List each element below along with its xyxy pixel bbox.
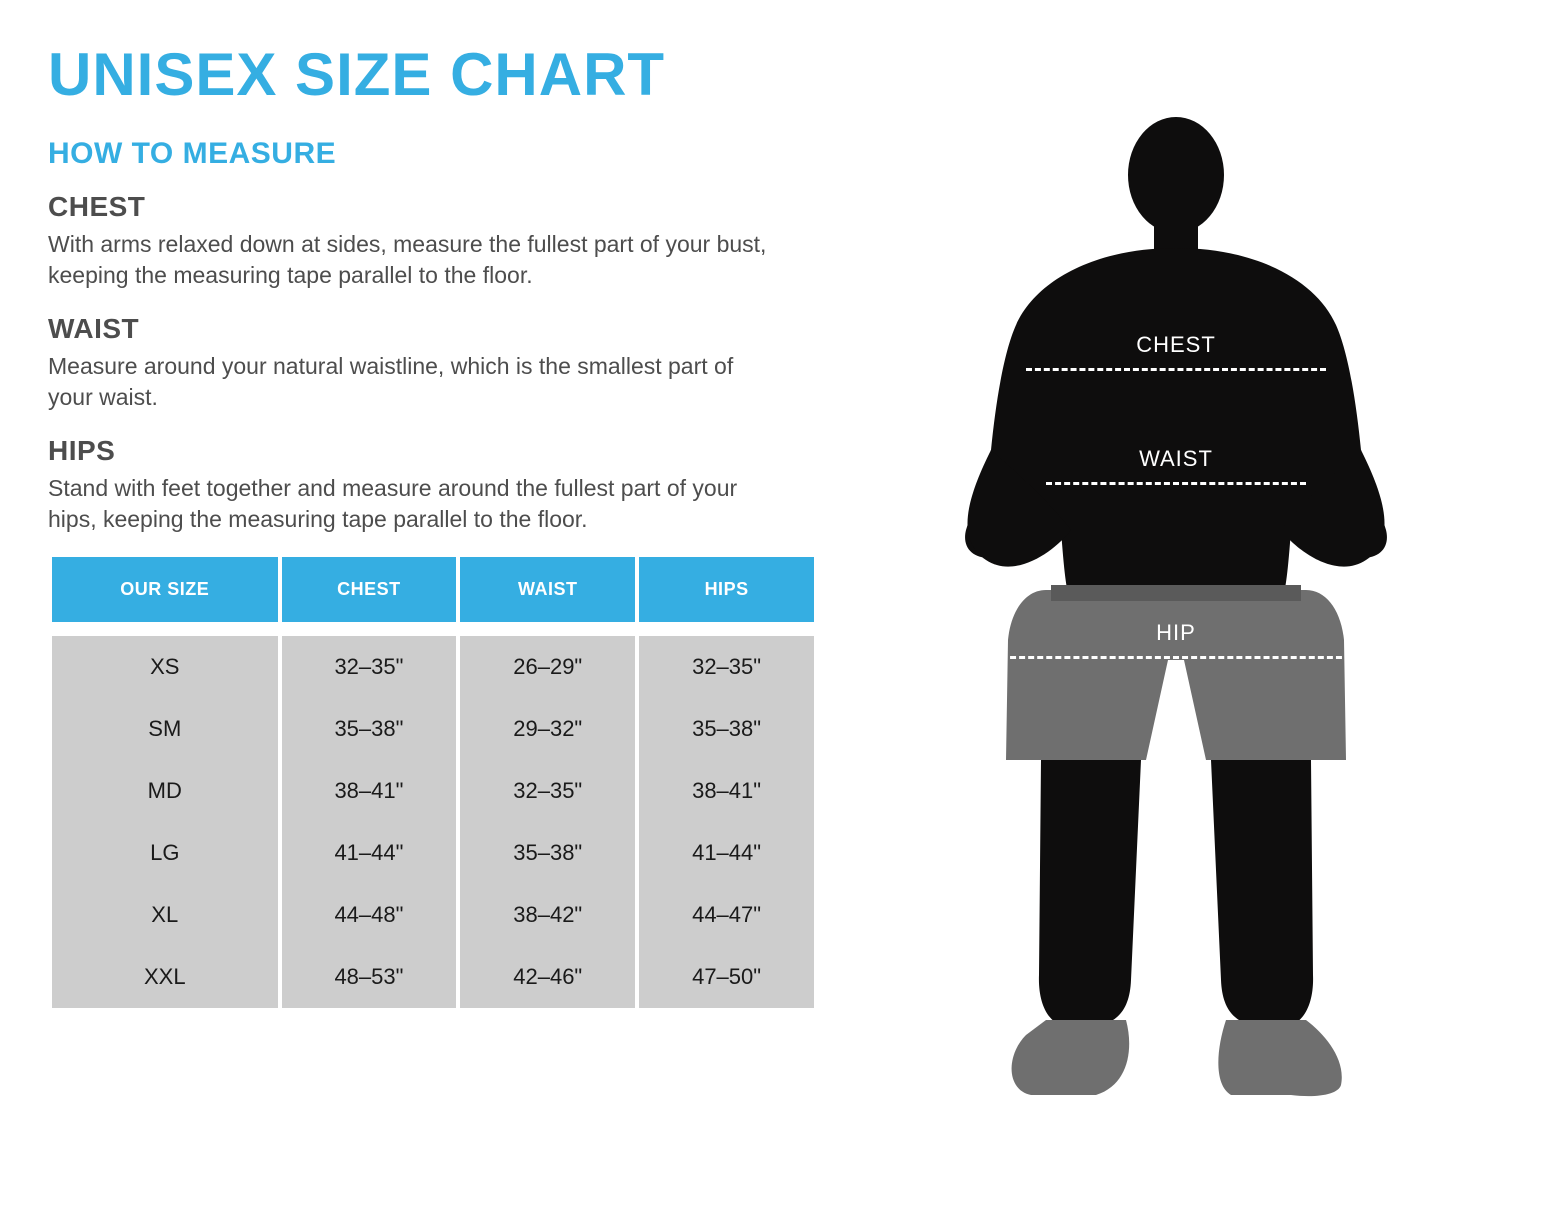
hips-heading: HIPS — [48, 435, 818, 467]
figure-line-hip — [1001, 656, 1351, 659]
table-row: XS 32–35" 26–29" 32–35" — [52, 636, 814, 698]
cell-size: MD — [52, 760, 278, 822]
cell-hips: 38–41" — [639, 760, 814, 822]
table-header-row: OUR SIZE CHEST WAIST HIPS — [52, 557, 814, 622]
cell-chest: 32–35" — [282, 636, 457, 698]
table-row: XL 44–48" 38–42" 44–47" — [52, 884, 814, 946]
col-our-size: OUR SIZE — [52, 557, 278, 622]
cell-size: XL — [52, 884, 278, 946]
cell-hips: 32–35" — [639, 636, 814, 698]
col-waist: WAIST — [460, 557, 635, 622]
waist-heading: WAIST — [48, 313, 818, 345]
cell-waist: 29–32" — [460, 698, 635, 760]
body-silhouette: CHEST WAIST HIP — [896, 100, 1456, 1140]
cell-waist: 32–35" — [460, 760, 635, 822]
how-to-measure-title: HOW TO MEASURE — [48, 137, 818, 171]
figure-line-waist — [1046, 482, 1306, 485]
waist-text: Measure around your natural waistline, w… — [48, 351, 768, 413]
page-title: UNISEX SIZE CHART — [48, 40, 818, 109]
hips-text: Stand with feet together and measure aro… — [48, 473, 768, 535]
table-row: SM 35–38" 29–32" 35–38" — [52, 698, 814, 760]
figure-label-waist: WAIST — [896, 446, 1456, 472]
cell-waist: 35–38" — [460, 822, 635, 884]
col-hips: HIPS — [639, 557, 814, 622]
figure-line-chest — [1026, 368, 1326, 371]
cell-size: SM — [52, 698, 278, 760]
col-chest: CHEST — [282, 557, 457, 622]
cell-hips: 35–38" — [639, 698, 814, 760]
figure-label-chest: CHEST — [896, 332, 1456, 358]
cell-size: XXL — [52, 946, 278, 1008]
cell-hips: 47–50" — [639, 946, 814, 1008]
cell-chest: 41–44" — [282, 822, 457, 884]
size-table: OUR SIZE CHEST WAIST HIPS XS 32–35" 26–2… — [48, 557, 818, 1008]
chest-heading: CHEST — [48, 191, 818, 223]
cell-chest: 48–53" — [282, 946, 457, 1008]
cell-chest: 35–38" — [282, 698, 457, 760]
cell-size: LG — [52, 822, 278, 884]
table-row: LG 41–44" 35–38" 41–44" — [52, 822, 814, 884]
table-row: MD 38–41" 32–35" 38–41" — [52, 760, 814, 822]
cell-waist: 42–46" — [460, 946, 635, 1008]
right-column: CHEST WAIST HIP — [858, 40, 1494, 1140]
cell-waist: 38–42" — [460, 884, 635, 946]
table-body: XS 32–35" 26–29" 32–35" SM 35–38" 29–32"… — [52, 622, 814, 1008]
cell-hips: 41–44" — [639, 822, 814, 884]
cell-chest: 44–48" — [282, 884, 457, 946]
chest-text: With arms relaxed down at sides, measure… — [48, 229, 768, 291]
size-chart-container: UNISEX SIZE CHART HOW TO MEASURE CHEST W… — [48, 40, 1494, 1140]
cell-waist: 26–29" — [460, 636, 635, 698]
left-column: UNISEX SIZE CHART HOW TO MEASURE CHEST W… — [48, 40, 818, 1140]
table-row: XXL 48–53" 42–46" 47–50" — [52, 946, 814, 1008]
cell-size: XS — [52, 636, 278, 698]
figure-label-hip: HIP — [896, 620, 1456, 646]
cell-chest: 38–41" — [282, 760, 457, 822]
cell-hips: 44–47" — [639, 884, 814, 946]
